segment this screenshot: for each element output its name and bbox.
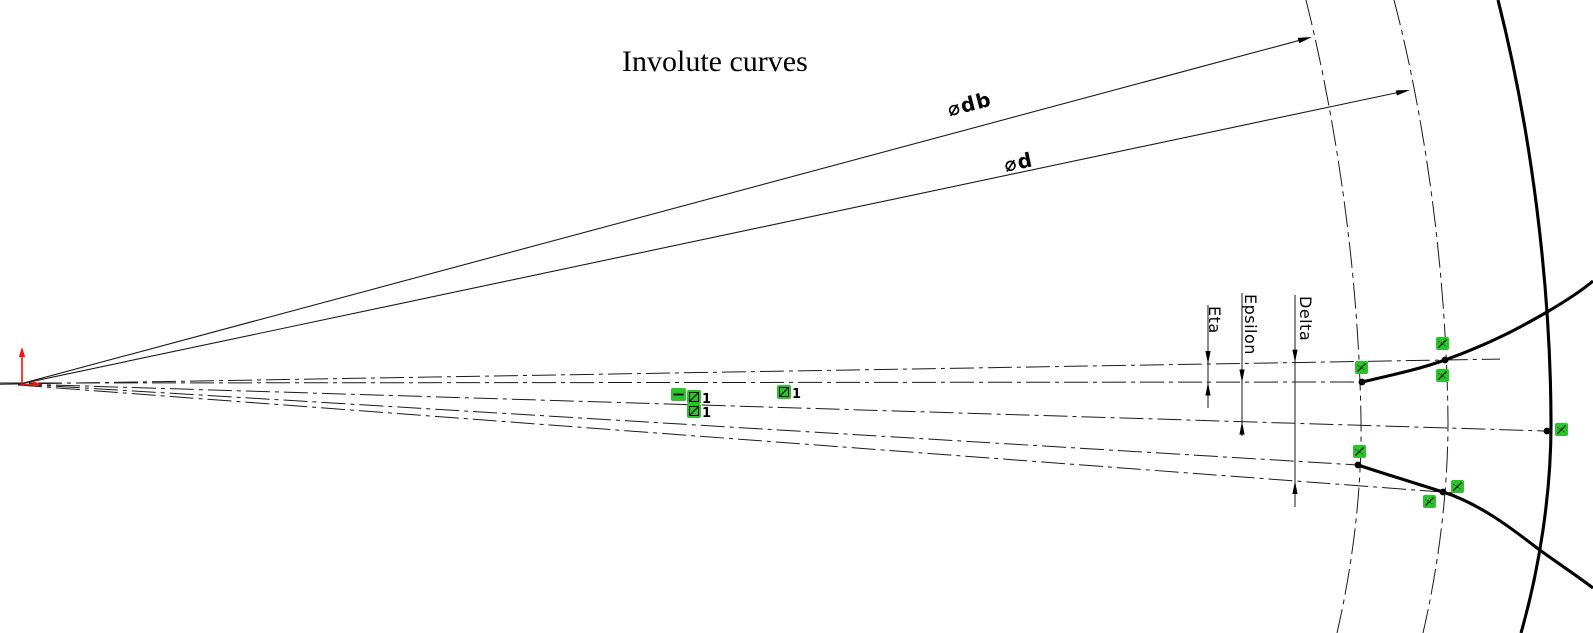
on-curve-relation-icon[interactable] xyxy=(1451,480,1464,493)
centerline-upper-base[interactable] xyxy=(0,381,1363,384)
origin-y-arrow-icon xyxy=(18,347,26,357)
outer-circle-arc[interactable] xyxy=(1496,0,1553,633)
arrowhead-epsilon-top xyxy=(1239,369,1245,383)
dim-label-eta[interactable]: Eta xyxy=(1205,306,1224,334)
dim-label-delta[interactable]: Delta xyxy=(1296,296,1315,342)
pitch-circle-centerline-arc[interactable] xyxy=(1393,0,1449,633)
upper-involute-curve[interactable] xyxy=(1361,279,1593,384)
sketch-point-upper-base[interactable] xyxy=(1358,378,1366,386)
dim-leader-base-diameter[interactable] xyxy=(19,39,1301,385)
sketch-point-lower-base[interactable] xyxy=(1354,461,1362,469)
on-curve-relation-icon[interactable] xyxy=(1436,369,1449,382)
equal-relation-icon[interactable] xyxy=(777,385,791,399)
on-curve-relation-icon[interactable] xyxy=(1555,423,1568,436)
relation-group-number: 1 xyxy=(702,392,712,407)
sketch-point-lower-pitch[interactable] xyxy=(1439,488,1447,496)
centerline-lower-pitch[interactable] xyxy=(17,384,1456,494)
relation-icons-on-curve xyxy=(1353,337,1568,508)
on-curve-relation-icon[interactable] xyxy=(1353,445,1366,458)
equal-relation-icon[interactable] xyxy=(687,404,701,418)
lower-involute-curve[interactable] xyxy=(1357,463,1593,590)
arrowhead-pitch-diameter xyxy=(1395,90,1410,96)
equal-relation-icon[interactable] xyxy=(687,390,701,404)
centerline-upper-pitch[interactable] xyxy=(0,358,1501,385)
sketch-point-outer-axis[interactable] xyxy=(1543,427,1551,435)
sketch-point-upper-pitch[interactable] xyxy=(1441,356,1449,364)
sketch-title: Involute curves xyxy=(622,45,808,78)
relation-group-number: 1 xyxy=(702,406,712,421)
origin-x-arrow-icon xyxy=(33,381,42,387)
arrowhead-eta-bottom xyxy=(1205,382,1211,396)
arrowhead-eta-top xyxy=(1205,351,1211,364)
on-curve-relation-icon[interactable] xyxy=(1423,495,1436,508)
centerline-lower-base[interactable] xyxy=(17,383,1359,466)
relation-group-number: 1 xyxy=(792,387,802,402)
arrowhead-delta-bottom xyxy=(1292,481,1298,494)
dim-label-epsilon[interactable]: Epsilon xyxy=(1241,294,1260,355)
origin-marker[interactable] xyxy=(18,347,42,387)
horizontal-relation-icon[interactable] xyxy=(671,388,686,401)
on-curve-relation-icon[interactable] xyxy=(1355,361,1368,374)
arrowhead-epsilon-bottom xyxy=(1239,421,1245,435)
arrowhead-base-diameter xyxy=(1297,37,1312,44)
dim-leader-pitch-diameter[interactable] xyxy=(19,91,1399,385)
on-curve-relation-icon[interactable] xyxy=(1436,337,1449,350)
arrowhead-delta-top xyxy=(1292,349,1298,363)
centerline-axis[interactable] xyxy=(17,383,1553,432)
